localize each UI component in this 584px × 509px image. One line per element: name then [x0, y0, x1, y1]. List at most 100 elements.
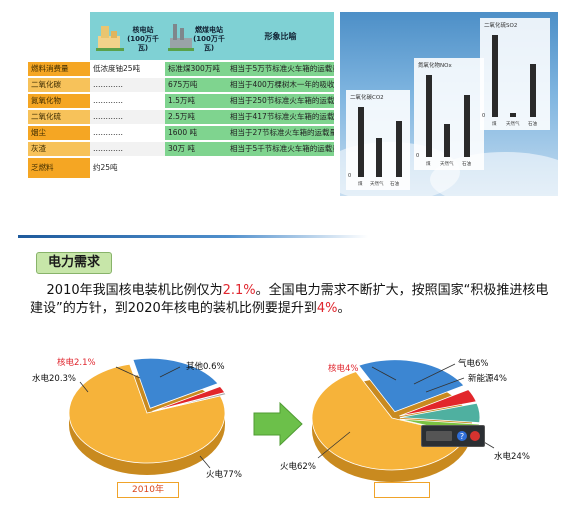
header-coal-label: 燃煤电站 (100万千瓦): [193, 26, 225, 52]
so2-bar-oil: [530, 64, 536, 117]
so2-bar-coal: [492, 35, 498, 117]
emissions-panel: 二氧化碳CO2 0 煤 天然气 石油 氮氧化物NOx 0 煤 天然气 石油 二氧…: [340, 12, 558, 196]
row-coal: 2.5万吨: [165, 110, 227, 124]
leader-line: [79, 381, 89, 393]
row-nuclear: …………: [90, 142, 165, 156]
co2-tick-gas: 天然气: [370, 182, 384, 187]
row-nuclear: …………: [90, 94, 165, 108]
so2-tick-gas: 天然气: [506, 122, 520, 127]
body-paragraph: 2010年我国核电装机比例仅为2.1%。全国电力需求不断扩大，按照国家“积极推进…: [30, 282, 558, 318]
svg-text:?: ?: [460, 432, 464, 441]
row-nuclear: …………: [90, 126, 165, 140]
para-highlight: 2.1%: [222, 283, 256, 298]
arrow-right-icon: [253, 401, 303, 447]
table-row: 二氧化硫 ………… 2.5万吨 相当于417节标准火车箱的运载量: [28, 110, 334, 124]
pie2020-label-renewable: 新能源4%: [468, 374, 507, 384]
leader-line: [317, 431, 351, 459]
row-coal: 1600 吨: [165, 126, 227, 140]
nox-zero-label: 0: [416, 153, 420, 159]
leader-line: [115, 366, 141, 379]
row-compare: 相当于400万棵树木一年的吸收量: [227, 78, 334, 92]
pie-slice-气电: [399, 402, 481, 424]
row-compare: 相当于27节标准火车箱的运载量: [227, 126, 334, 140]
nox-tick-coal: 煤: [426, 162, 431, 167]
row-compare: 相当于417节标准火车箱的运载量: [227, 110, 334, 124]
header-comparison: 形象比喻: [227, 12, 335, 60]
leader-line: [425, 377, 465, 393]
header-comparison-label: 形象比喻: [264, 32, 297, 41]
pie2010-label-other: 其他0.6%: [186, 362, 225, 372]
co2-tick-coal: 煤: [358, 182, 363, 187]
pie-slice-核电: [399, 389, 477, 417]
table-row: 氮氧化物 ………… 1.5万吨 相当于250节标准火车箱的运载量: [28, 94, 334, 108]
row-compare: 相当于250节标准火车箱的运载量: [227, 94, 334, 108]
row-compare: 相当于5万节标准火车箱的运载量: [227, 62, 334, 76]
leader-line: [413, 363, 456, 385]
nox-tick-oil: 石油: [462, 162, 471, 167]
pie2020-label-nuclear: 核电4%: [328, 364, 359, 374]
header-blank: [28, 12, 91, 60]
row-nuclear: 低浓度铀25吨: [90, 62, 165, 76]
co2-tick-oil: 石油: [390, 182, 399, 187]
row-coal: 标准煤300万吨: [165, 62, 227, 76]
para-part: 。: [337, 301, 351, 316]
row-nuclear: 约25吨: [90, 158, 165, 178]
nuclear-plant-icon: [96, 26, 124, 51]
row-nuclear: …………: [90, 110, 165, 124]
co2-chart: 二氧化碳CO2 0 煤 天然气 石油: [346, 90, 410, 190]
so2-chart: 二氧化硫SO2 0 煤 天然气 石油: [480, 18, 550, 130]
year-badge-2020: [374, 482, 430, 498]
so2-zero-label: 0: [482, 113, 486, 119]
so2-tick-coal: 煤: [492, 122, 497, 127]
row-nuclear: …………: [90, 78, 165, 92]
pie2010-label-hydro: 水电20.3%: [32, 374, 77, 384]
co2-bar-coal: [358, 107, 364, 177]
para-part: 2010年我国核电装机比例仅为: [46, 283, 223, 298]
so2-chart-title: 二氧化硫SO2: [484, 23, 518, 29]
leader-line: [159, 366, 181, 378]
row-name: 二氧化硫: [28, 110, 90, 124]
section-divider: [18, 235, 368, 238]
para-part: 。全国电力需求不断扩大，按照国家“积极推进核电建设”的方针，到2020年核电的装…: [30, 283, 549, 316]
pie2010-label-thermal: 火电77%: [206, 470, 242, 480]
row-name: 烟尘: [28, 126, 90, 140]
table-row: 二氧化碳 ………… 675万吨 相当于400万棵树木一年的吸收量: [28, 78, 334, 92]
row-coal: [165, 158, 227, 178]
leader-line: [199, 455, 211, 469]
row-compare: 相当于5千节标准火车箱的运载量: [227, 142, 334, 156]
co2-zero-label: 0: [348, 173, 352, 179]
table-row: 灰渣 ………… 30万 吨 相当于5千节标准火车箱的运载量: [28, 142, 334, 156]
row-coal: 1.5万吨: [165, 94, 227, 108]
pie-slice-水电: [132, 357, 219, 409]
co2-chart-title: 二氧化碳CO2: [350, 95, 384, 101]
nox-chart: 氮氧化物NOx 0 煤 天然气 石油: [414, 58, 484, 170]
nox-bar-oil: [464, 95, 470, 157]
coal-plant-icon: [168, 24, 194, 51]
nox-bar-coal: [426, 75, 432, 157]
row-coal: 675万吨: [165, 78, 227, 92]
pie-chart-2020: [311, 359, 481, 482]
year-badge-2010: 2010年: [117, 482, 179, 498]
pie2010-label-nuclear: 核电2.1%: [57, 358, 96, 368]
co2-bar-oil: [396, 121, 402, 177]
row-coal: 30万 吨: [165, 142, 227, 156]
so2-tick-oil: 石油: [528, 122, 537, 127]
co2-bar-gas: [376, 138, 382, 177]
pie2020-label-gas: 气电6%: [458, 359, 489, 369]
nox-chart-title: 氮氧化物NOx: [418, 63, 452, 69]
so2-bar-gas: [510, 113, 516, 117]
pie-slice-其他: [152, 392, 227, 413]
pie-chart-2010: [68, 357, 227, 475]
table-row: 燃料消费量 低浓度铀25吨 标准煤300万吨 相当于5万节标准火车箱的运载量: [28, 62, 334, 76]
row-name: 燃料消费量: [28, 62, 90, 76]
row-name: 氮氧化物: [28, 94, 90, 108]
row-name: 二氧化碳: [28, 78, 90, 92]
row-name: 乏燃料: [28, 158, 90, 178]
para-highlight: 4%: [316, 301, 338, 316]
header-coal: 燃煤电站 (100万千瓦): [165, 12, 228, 60]
media-control-widget[interactable]: ?: [421, 425, 485, 447]
nox-tick-gas: 天然气: [440, 162, 454, 167]
nox-bar-gas: [444, 124, 450, 157]
table-row: 烟尘 ………… 1600 吨 相当于27节标准火车箱的运载量: [28, 126, 334, 140]
pie2020-label-hydro: 水电24%: [494, 452, 530, 462]
